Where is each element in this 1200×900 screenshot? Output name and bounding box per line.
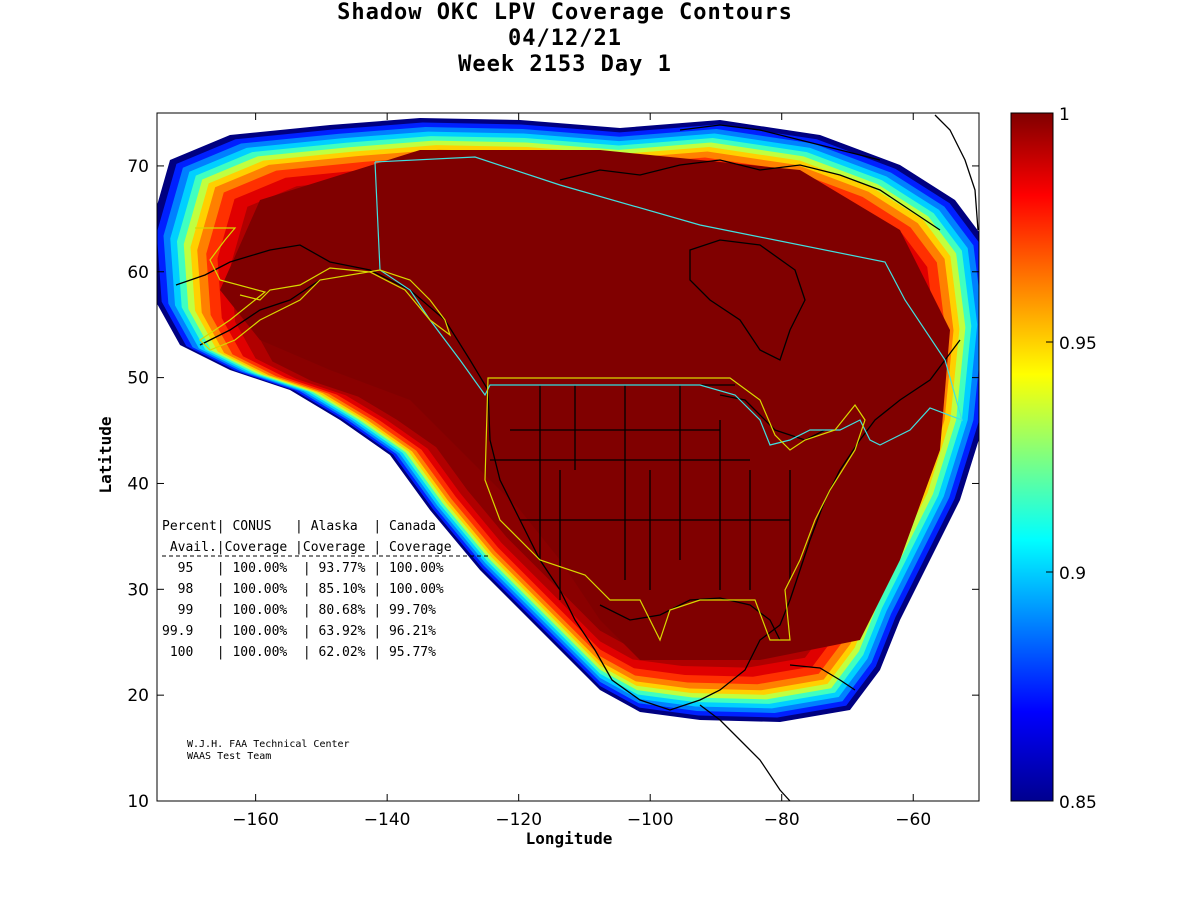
credit-line-2: WAAS Test Team xyxy=(187,751,271,762)
colorbar-tick-label: 0.9 xyxy=(1059,564,1086,584)
x-tick-label: −120 xyxy=(495,810,542,830)
y-tick-label: 60 xyxy=(127,263,149,283)
credit-line-1: W.J.H. FAA Technical Center xyxy=(187,739,350,750)
colorbar-tick-label: 0.95 xyxy=(1059,334,1097,354)
chart-week-day: Week 2153 Day 1 xyxy=(458,52,672,77)
colorbar-tick-label: 1 xyxy=(1059,105,1070,125)
x-tick-label: −80 xyxy=(764,810,800,830)
table-row: 98 | 100.00% | 85.10% | 100.00% xyxy=(162,582,444,597)
x-axis-label: Longitude xyxy=(526,829,613,848)
x-tick-label: −60 xyxy=(895,810,931,830)
region-boundaries xyxy=(195,156,963,642)
coverage-table: Percent| CONUS | Alaska | Canada Avail.|… xyxy=(162,519,490,660)
colorbar-tick-label: 0.85 xyxy=(1059,793,1097,813)
y-axis: 10 20 30 40 50 60 70 xyxy=(127,157,979,812)
colorbar-gradient xyxy=(1010,112,1054,802)
y-axis-label: Latitude xyxy=(96,416,115,493)
table-row: 99 | 100.00% | 80.68% | 99.70% xyxy=(162,603,436,618)
y-tick-label: 40 xyxy=(127,474,149,494)
plot-frame xyxy=(156,112,980,802)
table-row: 100 | 100.00% | 62.02% | 95.77% xyxy=(162,645,436,660)
table-header-2: Avail.|Coverage |Coverage | Coverage xyxy=(162,540,452,555)
chart-date: 04/12/21 xyxy=(508,26,622,51)
y-tick-label: 20 xyxy=(127,686,149,706)
x-tick-label: −140 xyxy=(364,810,411,830)
y-tick-label: 70 xyxy=(127,157,149,177)
y-tick-label: 10 xyxy=(127,792,149,812)
y-tick-label: 50 xyxy=(127,369,149,389)
chart-title-line-1: Shadow OKC LPV Coverage Contours xyxy=(337,0,793,25)
colorbar: 1 0.95 0.9 0.85 xyxy=(1010,105,1097,813)
table-row: 95 | 100.00% | 93.77% | 100.00% xyxy=(162,561,444,576)
table-row: 99.9 | 100.00% | 63.92% | 96.21% xyxy=(162,624,436,639)
x-tick-label: −100 xyxy=(627,810,674,830)
y-tick-label: 30 xyxy=(127,580,149,600)
table-header-1: Percent| CONUS | Alaska | Canada xyxy=(162,519,436,534)
x-tick-label: −160 xyxy=(232,810,279,830)
x-axis: −160 −140 −120 −100 −80 −60 xyxy=(232,113,931,830)
